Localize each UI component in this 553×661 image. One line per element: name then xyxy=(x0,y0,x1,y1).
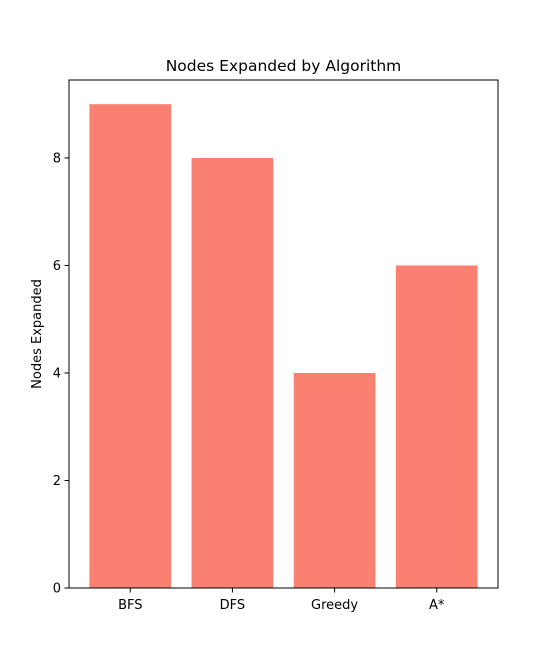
y-tick-label: 0 xyxy=(53,582,61,597)
x-tick-label: DFS xyxy=(220,598,246,613)
y-tick-label: 2 xyxy=(53,474,61,489)
bar-bfs xyxy=(89,104,171,588)
chart-title: Nodes Expanded by Algorithm xyxy=(166,57,402,75)
x-tick-label: BFS xyxy=(118,598,142,613)
bars-group xyxy=(89,104,477,588)
y-tick-label: 4 xyxy=(53,366,61,381)
bar-dfs xyxy=(192,158,274,588)
y-tick-label: 8 xyxy=(53,151,61,166)
y-axis-ticks: 0 2 4 6 8 xyxy=(53,151,69,596)
bar-astar xyxy=(396,265,478,588)
x-tick-label: Greedy xyxy=(311,598,358,613)
bar-greedy xyxy=(294,373,376,588)
x-tick-label: A* xyxy=(429,598,445,613)
y-axis-label: Nodes Expanded xyxy=(30,279,45,389)
y-tick-label: 6 xyxy=(53,259,61,274)
x-axis-ticks: BFS DFS Greedy A* xyxy=(118,588,445,613)
